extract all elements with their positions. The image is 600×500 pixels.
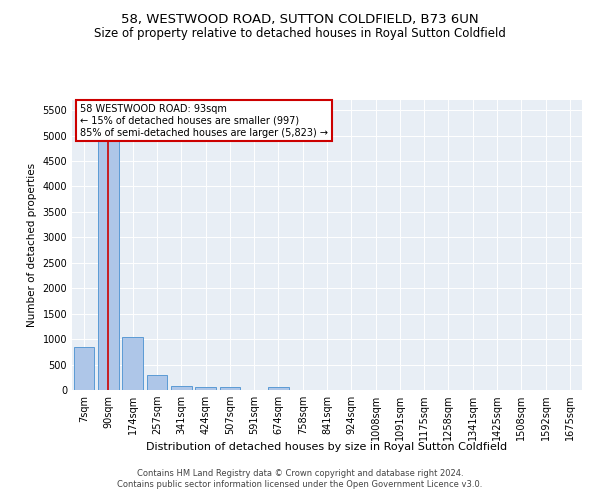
Bar xyxy=(220,388,240,390)
Text: Distribution of detached houses by size in Royal Sutton Coldfield: Distribution of detached houses by size … xyxy=(146,442,508,452)
Bar xyxy=(171,386,191,390)
Text: 58 WESTWOOD ROAD: 93sqm
← 15% of detached houses are smaller (997)
85% of semi-d: 58 WESTWOOD ROAD: 93sqm ← 15% of detache… xyxy=(80,104,328,138)
Bar xyxy=(98,110,119,390)
Text: Size of property relative to detached houses in Royal Sutton Coldfield: Size of property relative to detached ho… xyxy=(94,28,506,40)
Bar xyxy=(74,347,94,390)
Y-axis label: Number of detached properties: Number of detached properties xyxy=(27,163,37,327)
Bar xyxy=(146,374,167,390)
Bar xyxy=(268,388,289,390)
Text: Contains HM Land Registry data © Crown copyright and database right 2024.: Contains HM Land Registry data © Crown c… xyxy=(137,468,463,477)
Bar xyxy=(195,388,216,390)
Bar xyxy=(122,336,143,390)
Text: 58, WESTWOOD ROAD, SUTTON COLDFIELD, B73 6UN: 58, WESTWOOD ROAD, SUTTON COLDFIELD, B73… xyxy=(121,12,479,26)
Text: Contains public sector information licensed under the Open Government Licence v3: Contains public sector information licen… xyxy=(118,480,482,489)
